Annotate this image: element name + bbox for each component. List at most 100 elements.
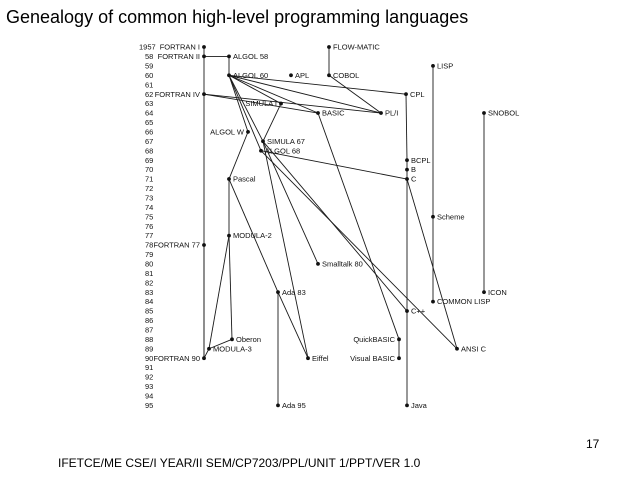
node-dot bbox=[455, 346, 459, 351]
language-label: BASIC bbox=[322, 109, 345, 118]
node-dot bbox=[227, 233, 231, 238]
influence-edge bbox=[208, 338, 233, 350]
node-dot bbox=[405, 158, 409, 163]
language-node: FORTRAN IV bbox=[155, 90, 206, 99]
node-dot bbox=[404, 92, 408, 97]
node-dot bbox=[379, 111, 383, 115]
node-dot bbox=[405, 403, 409, 408]
year-label: 85 bbox=[145, 307, 153, 316]
year-label: 82 bbox=[145, 278, 153, 287]
language-node: ALGOL W bbox=[210, 127, 250, 136]
language-label: ICON bbox=[488, 288, 507, 297]
influence-edge bbox=[277, 291, 309, 359]
language-node: Visual BASIC bbox=[350, 354, 401, 363]
language-label: LISP bbox=[437, 61, 453, 70]
language-label: FORTRAN 90 bbox=[153, 354, 200, 363]
language-node: PL/I bbox=[379, 109, 398, 118]
node-dot bbox=[202, 92, 206, 97]
influence-edge bbox=[405, 94, 408, 161]
node-dot bbox=[230, 337, 234, 342]
year-label: 64 bbox=[145, 109, 153, 118]
year-label: 93 bbox=[145, 382, 153, 391]
language-label: Pascal bbox=[233, 175, 256, 184]
year-label: 61 bbox=[145, 80, 153, 89]
language-node: Ada 83 bbox=[276, 288, 306, 297]
slide-footer: IFETCE/ME CSE/I YEAR/II SEM/CP7203/PPL/U… bbox=[58, 456, 421, 470]
node-dot bbox=[482, 290, 486, 295]
node-dot bbox=[276, 290, 280, 295]
language-node: QuickBASIC bbox=[353, 335, 401, 344]
language-label: ALGOL 68 bbox=[265, 146, 300, 155]
year-label: 76 bbox=[145, 222, 153, 231]
language-label: BCPL bbox=[411, 156, 431, 165]
node-dot bbox=[276, 403, 280, 408]
language-label: Ada 95 bbox=[282, 401, 306, 410]
language-node: MODULA-2 bbox=[227, 231, 272, 240]
language-label: Ada 83 bbox=[282, 288, 306, 297]
node-dot bbox=[202, 356, 206, 361]
year-label: 89 bbox=[145, 344, 153, 353]
node-dot bbox=[227, 54, 231, 59]
node-dot bbox=[431, 63, 435, 68]
node-dot bbox=[202, 243, 206, 247]
language-node: CPL bbox=[404, 90, 425, 99]
influence-edge bbox=[228, 74, 382, 114]
influence-edge bbox=[262, 103, 282, 142]
influence-edge bbox=[228, 75, 262, 151]
year-label: 75 bbox=[145, 212, 153, 221]
node-dot bbox=[202, 54, 206, 59]
year-label: 59 bbox=[145, 61, 153, 70]
language-node: ICON bbox=[482, 288, 507, 297]
node-dot bbox=[227, 73, 231, 78]
year-label: 65 bbox=[145, 118, 153, 127]
influence-edge bbox=[228, 235, 233, 340]
language-label: SIMULA 67 bbox=[267, 137, 305, 146]
language-label: ALGOL W bbox=[210, 127, 245, 136]
language-label: Java bbox=[411, 401, 428, 410]
language-label: Visual BASIC bbox=[350, 354, 395, 363]
year-label: 67 bbox=[145, 137, 153, 146]
year-label: 92 bbox=[145, 373, 153, 382]
language-label: C bbox=[411, 175, 417, 184]
language-node: COBOL bbox=[327, 71, 359, 80]
language-node: LISP bbox=[431, 61, 453, 70]
node-dot bbox=[327, 45, 331, 49]
year-axis: 1957585960616263646566676869707172737475… bbox=[139, 43, 156, 410]
influence-edge bbox=[228, 75, 264, 142]
language-label: FORTRAN II bbox=[158, 52, 200, 61]
node-dot bbox=[397, 356, 401, 361]
year-label: 60 bbox=[145, 71, 153, 80]
year-label: 90 bbox=[145, 354, 153, 363]
influence-edge bbox=[228, 75, 249, 133]
node-dot bbox=[227, 177, 231, 181]
node-dot bbox=[397, 337, 401, 342]
language-node: FORTRAN 90 bbox=[153, 354, 206, 363]
language-node: MODULA-3 bbox=[207, 344, 252, 353]
year-label: 69 bbox=[145, 156, 153, 165]
node-dot bbox=[316, 261, 320, 266]
language-node: FLOW-MATIC bbox=[327, 43, 380, 52]
influence-edge bbox=[328, 74, 382, 114]
year-label: 74 bbox=[145, 203, 153, 212]
node-dot bbox=[261, 139, 265, 144]
year-label: 91 bbox=[145, 363, 153, 372]
language-node: B bbox=[405, 165, 416, 174]
language-label: MODULA-3 bbox=[213, 344, 252, 353]
node-dot bbox=[405, 177, 409, 181]
language-node: Scheme bbox=[431, 212, 465, 221]
node-dot bbox=[246, 129, 250, 134]
year-label: 78 bbox=[145, 241, 153, 250]
slide-title: Genealogy of common high-level programmi… bbox=[6, 7, 469, 27]
language-label: FORTRAN IV bbox=[155, 90, 200, 99]
influence-edge bbox=[260, 150, 458, 350]
influence-edge bbox=[262, 141, 319, 265]
year-label: 63 bbox=[145, 99, 153, 108]
language-label: C++ bbox=[411, 307, 426, 316]
language-node: BASIC bbox=[316, 109, 345, 118]
language-node: ALGOL 68 bbox=[259, 146, 300, 155]
node-dot bbox=[327, 73, 331, 78]
page-number: 17 bbox=[586, 437, 600, 451]
